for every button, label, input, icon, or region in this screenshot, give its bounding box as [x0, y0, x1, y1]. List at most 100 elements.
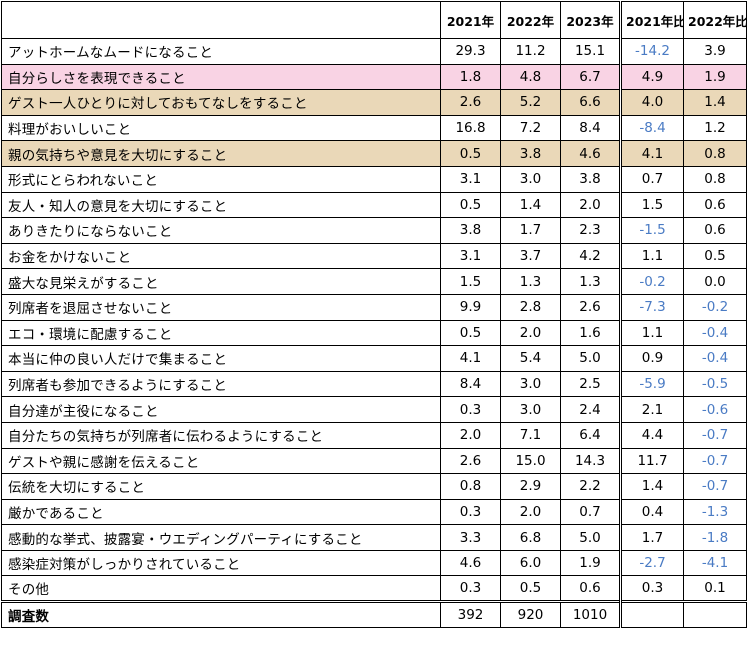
value-cell-3: -7.3 — [619, 293, 684, 321]
value-cell-1: 3.0 — [500, 165, 561, 193]
row-label: その他 — [1, 575, 441, 603]
value-cell-3: -0.2 — [619, 268, 684, 295]
value-cell-1: 5.2 — [500, 89, 561, 116]
value-cell-4: 0.0 — [683, 268, 747, 295]
value-cell-3: 0.4 — [619, 498, 684, 526]
value-cell-4: 0.8 — [683, 140, 747, 167]
value-cell-3: 1.7 — [619, 524, 684, 551]
row-label: 伝統を大切にすること — [1, 473, 441, 500]
header-row: 2021年 2022年 2023年 2021年比 2022年比 — [1, 1, 747, 39]
value-cell-4: -0.7 — [683, 447, 747, 475]
value-cell-2: 2.2 — [560, 473, 621, 500]
total-row: 調査数 392 920 1010 — [1, 600, 747, 628]
value-cell-0: 29.3 — [440, 38, 501, 65]
row-label: エコ・環境に配慮すること — [1, 319, 441, 347]
value-cell-1: 2.0 — [500, 319, 561, 347]
value-cell-3: 4.1 — [619, 140, 684, 167]
value-cell-2: 1.3 — [560, 268, 621, 295]
value-cell-2: 4.2 — [560, 242, 621, 270]
table-row: 自分たちの気持ちが列席者に伝わるようにすること 2.0 7.1 6.4 4.4 -0.7 — [1, 421, 747, 449]
row-label: 料理がおいしいこと — [1, 114, 441, 142]
value-cell-0: 16.8 — [440, 114, 501, 142]
value-cell-3: -1.5 — [619, 217, 684, 244]
header-cell-vs-2022: 2022年比 — [683, 1, 747, 39]
row-label: 自分らしさを表現できること — [1, 63, 441, 91]
value-cell-4: -0.2 — [683, 293, 747, 321]
value-cell-3: 0.9 — [619, 345, 684, 372]
table-row: 友人・知人の意見を大切にすること 0.5 1.4 2.0 1.5 0.6 — [1, 191, 747, 219]
value-cell-0: 3.1 — [440, 242, 501, 270]
value-cell-1: 1.3 — [500, 268, 561, 295]
total-value-cell-1: 920 — [500, 600, 561, 628]
value-cell-3: 0.3 — [619, 575, 684, 603]
value-cell-3: 4.0 — [619, 89, 684, 116]
value-cell-4: -0.7 — [683, 473, 747, 500]
table-row: ゲストや親に感謝を伝えること 2.6 15.0 14.3 11.7 -0.7 — [1, 447, 747, 475]
table-row: 伝統を大切にすること 0.8 2.9 2.2 1.4 -0.7 — [1, 473, 747, 500]
value-cell-1: 3.0 — [500, 370, 561, 398]
header-cell-2023: 2023年 — [560, 1, 621, 39]
value-cell-4: -1.8 — [683, 524, 747, 551]
table-row: ありきたりにならないこと 3.8 1.7 2.3 -1.5 0.6 — [1, 217, 747, 244]
value-cell-0: 3.1 — [440, 165, 501, 193]
value-cell-4: 3.9 — [683, 38, 747, 65]
value-cell-3: -8.4 — [619, 114, 684, 142]
row-label: ゲスト一人ひとりに対しておもてなしをすること — [1, 89, 441, 116]
value-cell-0: 9.9 — [440, 293, 501, 321]
value-cell-0: 0.3 — [440, 575, 501, 603]
row-label: 列席者も参加できるようにすること — [1, 370, 441, 398]
value-cell-1: 2.9 — [500, 473, 561, 500]
table-row: エコ・環境に配慮すること 0.5 2.0 1.6 1.1 -0.4 — [1, 319, 747, 347]
value-cell-2: 6.4 — [560, 421, 621, 449]
value-cell-1: 7.2 — [500, 114, 561, 142]
value-cell-4: 1.4 — [683, 89, 747, 116]
value-cell-4: 0.5 — [683, 242, 747, 270]
table-row: アットホームなムードになること 29.3 11.2 15.1 -14.2 3.9 — [1, 38, 747, 65]
value-cell-2: 5.0 — [560, 524, 621, 551]
value-cell-2: 5.0 — [560, 345, 621, 372]
value-cell-4: -0.7 — [683, 421, 747, 449]
value-cell-3: 1.1 — [619, 242, 684, 270]
total-value-cell-4 — [683, 600, 747, 628]
total-value-cell-3 — [619, 600, 684, 628]
value-cell-1: 2.0 — [500, 498, 561, 526]
value-cell-4: -1.3 — [683, 498, 747, 526]
value-cell-1: 6.0 — [500, 549, 561, 577]
value-cell-2: 2.4 — [560, 396, 621, 423]
row-label: 友人・知人の意見を大切にすること — [1, 191, 441, 219]
value-cell-4: -0.4 — [683, 319, 747, 347]
value-cell-0: 1.5 — [440, 268, 501, 295]
table-row: 親の気持ちや意見を大切にすること 0.5 3.8 4.6 4.1 0.8 — [1, 140, 747, 167]
header-cell-label — [1, 1, 441, 39]
table-row: お金をかけないこと 3.1 3.7 4.2 1.1 0.5 — [1, 242, 747, 270]
header-cell-2021: 2021年 — [440, 1, 501, 39]
value-cell-1: 6.8 — [500, 524, 561, 551]
value-cell-1: 11.2 — [500, 38, 561, 65]
value-cell-3: 2.1 — [619, 396, 684, 423]
value-cell-1: 1.4 — [500, 191, 561, 219]
value-cell-0: 2.0 — [440, 421, 501, 449]
value-cell-3: 4.4 — [619, 421, 684, 449]
value-cell-0: 4.6 — [440, 549, 501, 577]
value-cell-0: 1.8 — [440, 63, 501, 91]
table-row: 感染症対策がしっかりされていること 4.6 6.0 1.9 -2.7 -4.1 — [1, 549, 747, 577]
table-row: 列席者を退屈させないこと 9.9 2.8 2.6 -7.3 -0.2 — [1, 293, 747, 321]
row-label: お金をかけないこと — [1, 242, 441, 270]
row-label: 感染症対策がしっかりされていること — [1, 549, 441, 577]
value-cell-1: 2.8 — [500, 293, 561, 321]
value-cell-2: 1.9 — [560, 549, 621, 577]
value-cell-1: 5.4 — [500, 345, 561, 372]
value-cell-1: 7.1 — [500, 421, 561, 449]
value-cell-2: 6.7 — [560, 63, 621, 91]
table-row: 形式にとらわれないこと 3.1 3.0 3.8 0.7 0.8 — [1, 165, 747, 193]
value-cell-4: 0.6 — [683, 217, 747, 244]
value-cell-3: 0.7 — [619, 165, 684, 193]
value-cell-0: 4.1 — [440, 345, 501, 372]
value-cell-0: 0.8 — [440, 473, 501, 500]
table-row: 厳かであること 0.3 2.0 0.7 0.4 -1.3 — [1, 498, 747, 526]
value-cell-2: 6.6 — [560, 89, 621, 116]
value-cell-1: 15.0 — [500, 447, 561, 475]
row-label: 感動的な挙式、披露宴・ウエディングパーティにすること — [1, 524, 441, 551]
value-cell-0: 0.3 — [440, 498, 501, 526]
row-label: ありきたりにならないこと — [1, 217, 441, 244]
